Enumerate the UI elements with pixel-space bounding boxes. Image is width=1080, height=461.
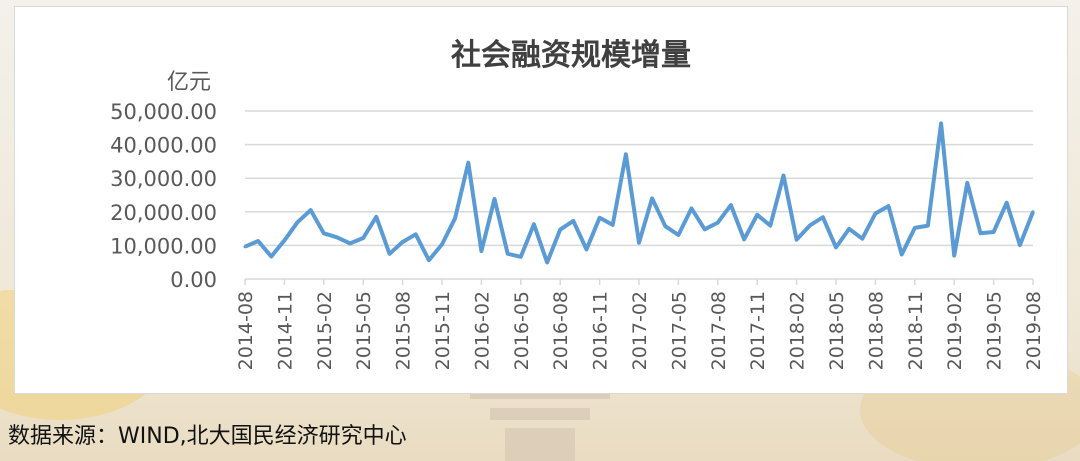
data-point (808, 224, 812, 228)
x-tick-label: 2016-11 (590, 291, 612, 370)
x-tick-label: 2018-02 (787, 291, 809, 370)
data-point (690, 206, 694, 210)
data-point (992, 230, 996, 234)
data-point (847, 227, 851, 231)
data-point (401, 240, 405, 244)
data-point (860, 237, 864, 241)
data-point (650, 196, 654, 200)
data-point (965, 181, 969, 185)
x-tick-label: 2016-05 (511, 291, 533, 370)
data-point (795, 238, 799, 242)
data-point (1018, 243, 1022, 247)
data-point (335, 235, 339, 239)
x-tick-label: 2016-02 (471, 291, 493, 370)
data-point (768, 224, 772, 228)
data-point (466, 161, 470, 165)
data-point (479, 249, 483, 253)
data-point (926, 224, 930, 228)
chart-card: 社会融资规模增量 亿元 0.00 10,000.00 20,000.00 30,000… (14, 6, 1068, 394)
data-point (440, 242, 444, 246)
data-point (716, 221, 720, 225)
data-point (374, 215, 378, 219)
x-tick-label: 2017-05 (668, 291, 690, 370)
data-point (309, 208, 313, 212)
data-point (282, 238, 286, 242)
data-point (703, 227, 707, 231)
data-point (729, 203, 733, 207)
x-tick-label: 2018-05 (826, 291, 848, 370)
data-point (952, 253, 956, 257)
data-point (900, 252, 904, 256)
data-point (978, 231, 982, 235)
data-point (348, 241, 352, 245)
data-point (834, 245, 838, 249)
data-point (243, 245, 247, 249)
x-tick-label: 2019-05 (984, 291, 1006, 370)
data-point (676, 233, 680, 237)
source-note: 数据来源：WIND,北大国民经济研究中心 (8, 424, 407, 449)
data-point (637, 241, 641, 245)
data-point (873, 211, 877, 215)
x-tick-label: 2018-08 (865, 291, 887, 370)
data-point (296, 220, 300, 224)
x-tick-label: 2016-08 (550, 291, 572, 370)
x-tick-label: 2014-11 (274, 291, 296, 370)
x-tick-label: 2014-08 (235, 291, 257, 370)
line-chart: 社会融资规模增量 亿元 0.00 10,000.00 20,000.00 30,000… (110, 38, 1045, 370)
x-tick-label: 2015-02 (314, 291, 336, 370)
x-tick-label: 2017-02 (629, 291, 651, 370)
data-point (532, 222, 536, 226)
data-point (598, 216, 602, 220)
y-tick-label: 0.00 (170, 268, 217, 292)
data-point (506, 252, 510, 256)
data-point (624, 152, 628, 156)
data-point (545, 261, 549, 265)
data-point (256, 239, 260, 243)
data-point (322, 231, 326, 235)
data-point (611, 223, 615, 227)
y-tick-label: 50,000.00 (110, 100, 217, 124)
data-point (913, 226, 917, 230)
y-tick-label: 40,000.00 (110, 134, 217, 158)
y-tick-label: 20,000.00 (110, 201, 217, 225)
data-point (821, 215, 825, 219)
data-point (663, 224, 667, 228)
y-tick-label: 10,000.00 (110, 234, 217, 258)
x-tick-label: 2019-02 (944, 291, 966, 370)
data-point (387, 252, 391, 256)
data-point (414, 232, 418, 236)
x-tick-label: 2017-08 (708, 291, 730, 370)
y-axis-ticks: 0.00 10,000.00 20,000.00 30,000.00 40,000.00… (110, 100, 217, 292)
data-point (493, 197, 497, 201)
data-point (939, 121, 943, 125)
gridlines (245, 110, 1033, 280)
x-tick-label: 2015-11 (432, 291, 454, 370)
data-point (519, 255, 523, 259)
x-axis-ticks: 2014-08 2014-11 2015-02 2015-05 2015-08 2015-… (235, 279, 1045, 370)
data-point (269, 254, 273, 258)
data-point (1031, 210, 1035, 214)
x-tick-label: 2018-11 (905, 291, 927, 370)
data-point (558, 228, 562, 232)
data-point (1005, 201, 1009, 205)
data-point (571, 219, 575, 223)
data-points (243, 121, 1035, 265)
data-point (781, 174, 785, 178)
data-point (584, 247, 588, 251)
x-tick-label: 2017-11 (747, 291, 769, 370)
data-point (361, 236, 365, 240)
data-point (453, 216, 457, 220)
data-point (755, 213, 759, 217)
x-tick-label: 2019-08 (1023, 291, 1045, 370)
chart-title: 社会融资规模增量 (451, 38, 691, 73)
x-tick-label: 2015-05 (353, 291, 375, 370)
data-point (887, 204, 891, 208)
data-point (742, 237, 746, 241)
x-tick-label: 2015-08 (393, 291, 415, 370)
y-tick-label: 30,000.00 (110, 167, 217, 191)
y-axis-unit-label: 亿元 (167, 70, 211, 95)
data-point (427, 258, 431, 262)
